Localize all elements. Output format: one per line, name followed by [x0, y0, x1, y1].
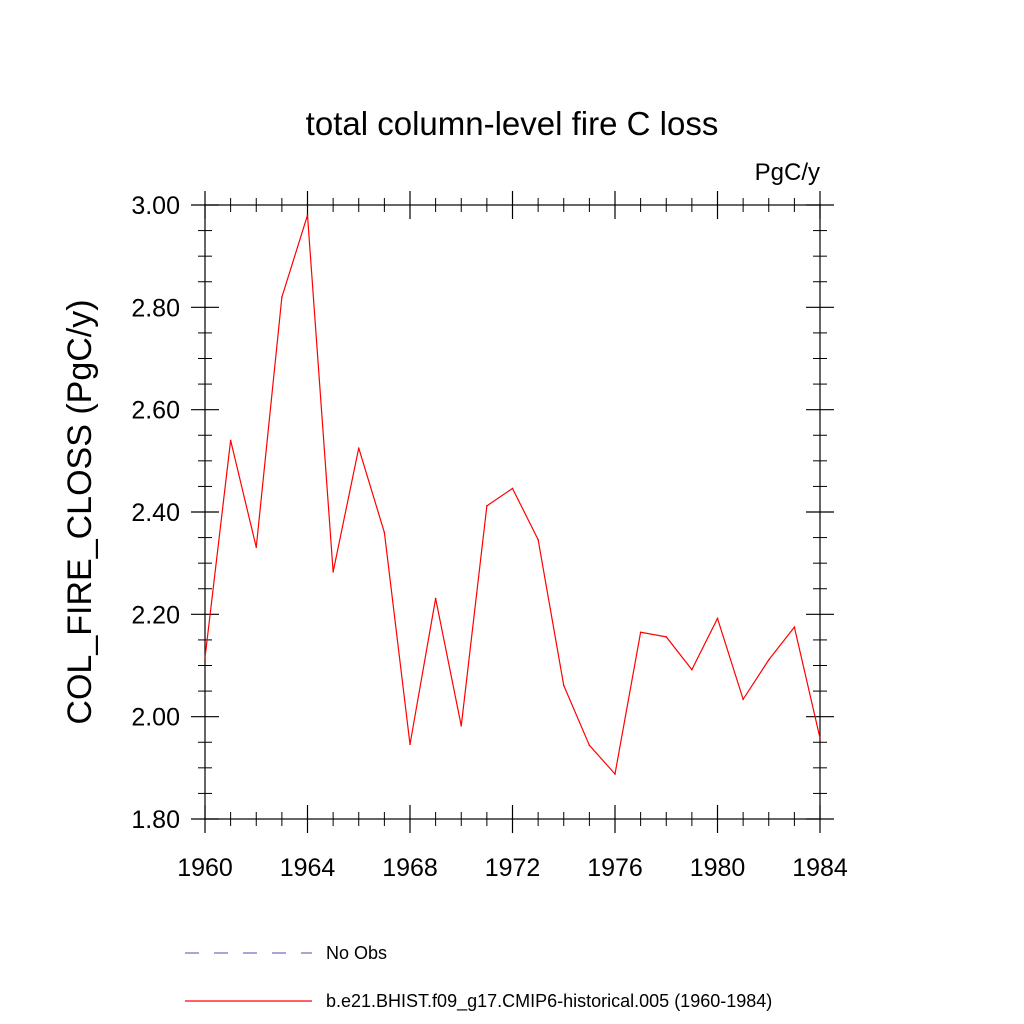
x-tick-label: 1972 — [485, 854, 541, 882]
plot-frame — [204, 204, 821, 820]
data-point-1967 — [383, 531, 386, 534]
data-point-1968 — [409, 743, 411, 746]
y-tick-label: 2.60 — [131, 397, 180, 425]
data-point-1982 — [767, 659, 770, 661]
data-point-1983 — [793, 626, 796, 628]
legend-label-no-obs: No Obs — [326, 943, 387, 963]
x-tick-label: 1980 — [690, 854, 746, 882]
x-tick-label: 1964 — [280, 854, 336, 882]
data-point-1980 — [716, 617, 719, 620]
data-point-1966 — [357, 447, 360, 449]
x-tick-label: 1968 — [382, 854, 438, 882]
y-axis-label: COL_FIRE_CLOSS (PgC/y) — [61, 299, 99, 724]
data-point-1976 — [614, 773, 616, 775]
x-tick-label: 1960 — [177, 854, 233, 882]
data-point-1961 — [229, 439, 232, 442]
series-points — [204, 214, 821, 775]
data-point-1978 — [665, 636, 668, 638]
chart-title: total column-level fire C loss — [306, 105, 719, 142]
legend: No Obs b.e21.BHIST.f09_g17.CMIP6-histori… — [185, 943, 772, 1012]
y-tick-label: 2.20 — [131, 601, 180, 629]
data-point-1963 — [281, 296, 283, 298]
units-label: PgC/y — [755, 159, 820, 186]
data-point-1962 — [255, 546, 258, 549]
data-point-1960 — [204, 657, 206, 659]
y-tick-label: 1.80 — [131, 806, 180, 834]
data-point-1965 — [332, 571, 334, 573]
data-point-1973 — [537, 538, 539, 541]
data-point-1969 — [434, 597, 437, 600]
data-point-1977 — [639, 631, 642, 634]
axis-tick-labels: 1960 1964 1968 1972 1976 1980 1984 1.80 2.00 2.20… — [131, 192, 848, 882]
data-point-1981 — [742, 698, 744, 701]
data-point-1972 — [511, 487, 514, 490]
y-tick-label: 3.00 — [131, 192, 180, 220]
data-point-1970 — [460, 725, 463, 727]
data-point-1984 — [819, 737, 821, 739]
series-line-model — [204, 215, 821, 776]
data-point-1974 — [562, 684, 565, 687]
data-point-1975 — [588, 744, 591, 747]
data-point-1964 — [306, 214, 309, 217]
data-point-1979 — [691, 668, 693, 671]
x-tick-label: 1976 — [587, 854, 643, 882]
y-tick-label: 2.80 — [131, 294, 180, 322]
y-tick-label: 2.00 — [131, 704, 180, 732]
x-tick-label: 1984 — [792, 854, 848, 882]
y-tick-label: 2.40 — [131, 499, 180, 527]
legend-label-model: b.e21.BHIST.f09_g17.CMIP6-historical.005… — [326, 991, 772, 1012]
data-point-1971 — [486, 505, 488, 507]
axis-ticks — [191, 191, 834, 833]
